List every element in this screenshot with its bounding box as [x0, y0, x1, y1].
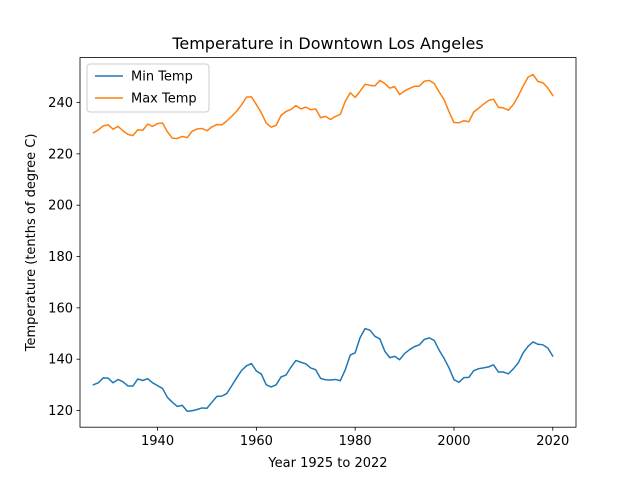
- series-line-min-temp: [92, 327, 554, 413]
- x-tick-label: 1940: [141, 434, 174, 449]
- y-tick-label: 220: [48, 147, 73, 162]
- legend-label: Max Temp: [131, 92, 197, 107]
- y-axis-label: Temperature (tenths of degree C): [24, 134, 39, 353]
- x-tick-label: 2020: [536, 434, 569, 449]
- y-tick-label: 140: [48, 353, 73, 368]
- series-layer: [92, 73, 554, 413]
- series-line-max-temp: [92, 73, 554, 140]
- x-tick-label: 1960: [240, 434, 273, 449]
- y-tick-label: 160: [48, 301, 73, 316]
- y-tick-label: 200: [48, 199, 73, 214]
- y-axis: 120 140 160 180 200 220 240: [48, 96, 80, 419]
- legend: Min Temp Max Temp: [86, 63, 210, 113]
- x-tick-label: 2000: [437, 434, 470, 449]
- plot-area-frame: [79, 57, 577, 428]
- chart-title: Temperature in Downtown Los Angeles: [171, 34, 483, 53]
- y-tick-label: 120: [48, 404, 73, 419]
- x-tick-label: 1980: [339, 434, 372, 449]
- x-axis-label: Year 1925 to 2022: [267, 456, 387, 471]
- legend-label: Min Temp: [131, 70, 193, 85]
- x-axis: 1940 1960 1980 2000 2020: [141, 427, 569, 449]
- y-tick-label: 180: [48, 250, 73, 265]
- y-tick-label: 240: [48, 96, 73, 111]
